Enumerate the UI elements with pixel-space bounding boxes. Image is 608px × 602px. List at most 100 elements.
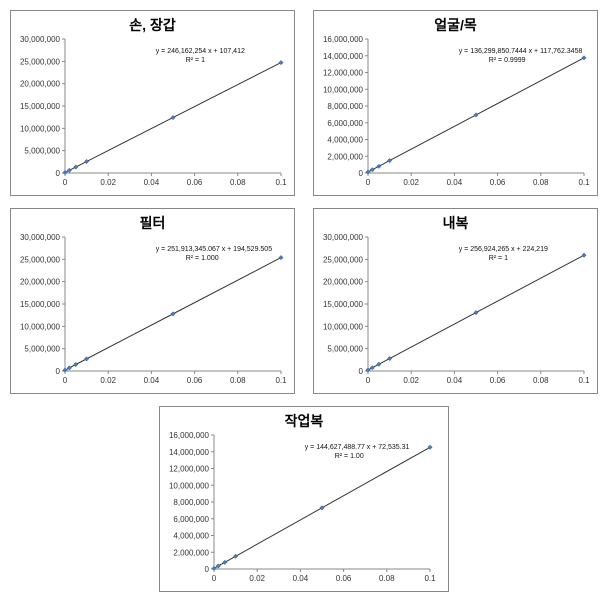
x-tick-label: 0 (63, 376, 68, 385)
chart-panel-4: 내복 05,000,00010,000,00015,000,00020,000,… (313, 208, 598, 394)
x-tick-label: 0.02 (100, 178, 116, 187)
data-marker (63, 368, 67, 372)
data-marker (67, 168, 71, 172)
chart-panel-5: 작업복 02,000,0004,000,0006,000,0008,000,00… (159, 406, 449, 592)
r-squared-text: R² = 1 (186, 57, 205, 64)
y-tick-label: 0 (359, 169, 364, 178)
data-marker (370, 366, 374, 370)
r-squared-text: R² = 1 (489, 255, 508, 262)
chart-panel-2: 얼굴/목 0 2,000,000 4,000,000 6,000,000 8,000,0… (313, 10, 598, 196)
data-marker (428, 445, 432, 449)
y-tick-label: 10,000,000 (20, 322, 61, 331)
chart-title: 내복 (314, 209, 597, 233)
data-marker (223, 560, 227, 564)
y-tick-label: 10,000,000 (323, 85, 364, 94)
x-tick-label: 0.06 (490, 178, 506, 187)
x-tick-label: 0.1 (578, 376, 590, 385)
y-tick-label: 0 (359, 367, 364, 376)
data-marker (377, 164, 381, 168)
x-tick-label: 0.04 (447, 376, 463, 385)
y-tick-label: 14,000,000 (169, 448, 210, 457)
data-marker (387, 158, 391, 162)
r-squared-text: R² = 0.9999 (489, 57, 526, 64)
x-tick-label: 0.06 (187, 178, 203, 187)
chart-svg: 0 5,000,000 10,000,000 15,000,000 20,000,000… (11, 35, 291, 195)
x-tick-label: 0.1 (578, 178, 590, 187)
data-marker (84, 357, 88, 361)
chart-title: 필터 (11, 209, 294, 233)
data-marker (366, 170, 370, 174)
x-tick-label: 0.02 (100, 376, 116, 385)
plot-area: 05,000,00010,000,00015,000,00020,000,000… (11, 233, 294, 393)
data-marker (74, 362, 78, 366)
y-tick-label: 0 (56, 367, 61, 376)
bottom-row: 작업복 02,000,0004,000,0006,000,0008,000,00… (10, 406, 598, 592)
x-tick-label: 0.06 (187, 376, 203, 385)
data-marker (233, 554, 237, 558)
y-tick-label: 25,000,000 (20, 255, 61, 264)
y-tick-label: 0 (56, 169, 61, 178)
x-tick-label: 0 (366, 376, 371, 385)
y-tick-label: 8,000,000 (173, 498, 209, 507)
chart-title: 손, 장갑 (11, 11, 294, 35)
x-tick-label: 0.08 (533, 376, 549, 385)
x-tick-label: 0.08 (230, 376, 246, 385)
chart-svg: 05,000,00010,000,00015,000,00020,000,000… (314, 233, 594, 393)
data-marker (582, 56, 586, 60)
y-tick-label: 30,000,000 (20, 35, 61, 44)
y-tick-label: 20,000,000 (20, 80, 61, 89)
y-tick-label: 5,000,000 (24, 147, 60, 156)
y-tick-label: 12,000,000 (323, 69, 364, 78)
y-tick-label: 10,000,000 (323, 322, 364, 331)
data-marker (387, 356, 391, 360)
data-marker (474, 113, 478, 117)
y-tick-label: 6,000,000 (327, 119, 363, 128)
data-marker (216, 564, 220, 568)
x-tick-label: 0.1 (275, 178, 287, 187)
equation-text: y = 246,162,254 x + 107,412 (156, 48, 245, 55)
y-tick-label: 20,000,000 (323, 278, 364, 287)
y-tick-label: 2,000,000 (173, 548, 209, 557)
x-tick-label: 0.1 (275, 376, 287, 385)
y-tick-label: 15,000,000 (20, 102, 61, 111)
x-tick-label: 0.04 (144, 178, 160, 187)
y-tick-label: 20,000,000 (20, 278, 61, 287)
chart-panel-3: 필터 05,000,00010,000,00015,000,00020,000,… (10, 208, 295, 394)
data-marker (320, 506, 324, 510)
chart-title: 작업복 (160, 407, 448, 431)
y-tick-label: 5,000,000 (327, 345, 363, 354)
data-marker (474, 310, 478, 314)
r-squared-text: R² = 1.00 (335, 453, 364, 460)
data-marker (279, 255, 283, 259)
y-tick-label: 15,000,000 (20, 300, 61, 309)
plot-area: 05,000,00010,000,00015,000,00020,000,000… (314, 233, 597, 393)
data-marker (171, 312, 175, 316)
data-marker (84, 159, 88, 163)
chart-grid: 손, 장갑 0 5,000,000 10,000,000 15,000,000 20,0… (10, 10, 598, 394)
y-tick-label: 2,000,000 (327, 152, 363, 161)
x-tick-label: 0.06 (490, 376, 506, 385)
y-tick-label: 12,000,000 (169, 465, 210, 474)
y-tick-label: 4,000,000 (327, 136, 363, 145)
y-tick-label: 10,000,000 (20, 124, 61, 133)
equation-text: y = 256,924,265 x + 224,219 (459, 246, 548, 253)
chart-title: 얼굴/목 (314, 11, 597, 35)
y-tick-label: 14,000,000 (323, 52, 364, 61)
data-marker (370, 168, 374, 172)
y-tick-label: 30,000,000 (20, 233, 61, 242)
data-marker (377, 362, 381, 366)
plot-area: 0 5,000,000 10,000,000 15,000,000 20,000,000… (11, 35, 294, 195)
y-tick-label: 10,000,000 (169, 481, 210, 490)
y-tick-label: 30,000,000 (323, 233, 364, 242)
equation-text: y = 251,913,345.067 x + 194,529.505 (156, 246, 272, 253)
equation-text: y = 144,627,488.77 x + 72,535.31 (305, 444, 410, 451)
data-marker (212, 566, 216, 570)
x-tick-label: 0.02 (403, 376, 419, 385)
y-tick-label: 25,000,000 (323, 255, 364, 264)
data-marker (74, 165, 78, 169)
y-tick-label: 8,000,000 (327, 102, 363, 111)
data-marker (366, 368, 370, 372)
data-marker (279, 60, 283, 64)
data-marker (63, 170, 67, 174)
y-tick-label: 16,000,000 (169, 431, 210, 440)
